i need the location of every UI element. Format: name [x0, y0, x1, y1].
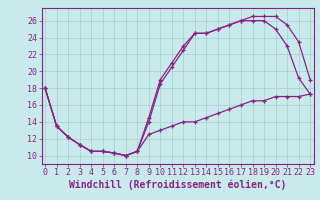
X-axis label: Windchill (Refroidissement éolien,°C): Windchill (Refroidissement éolien,°C) [69, 180, 286, 190]
